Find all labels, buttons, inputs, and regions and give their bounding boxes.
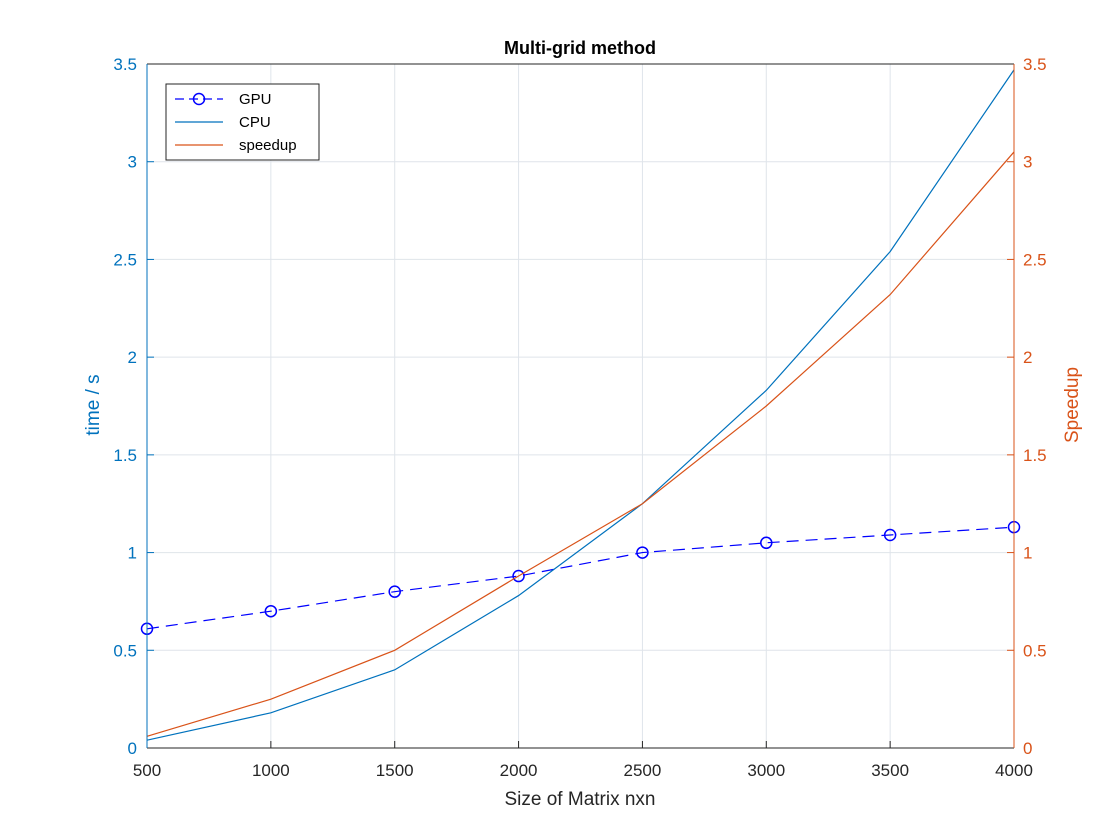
y-tick-label-right: 1 bbox=[1023, 544, 1032, 563]
data-point-gpu bbox=[512, 569, 525, 583]
y-axis-label-right: Speedup bbox=[1062, 367, 1083, 443]
y-tick-label-right: 3.5 bbox=[1023, 55, 1047, 74]
y-tick-label-left: 3 bbox=[128, 153, 137, 172]
data-point-gpu bbox=[883, 528, 897, 542]
x-tick-label: 4000 bbox=[995, 761, 1033, 780]
series-line-cpu bbox=[146, 69, 1015, 741]
x-axis-label: Size of Matrix nxn bbox=[505, 789, 656, 810]
legend-label-cpu: CPU bbox=[239, 114, 271, 131]
y-tick-label-right: 3 bbox=[1023, 153, 1032, 172]
series-line-speedup bbox=[146, 151, 1015, 737]
series-line-gpu bbox=[146, 526, 1015, 630]
y-tick-label-left: 1 bbox=[128, 544, 137, 563]
data-point-gpu bbox=[760, 536, 773, 550]
chart-title: Multi-grid method bbox=[504, 38, 656, 58]
legend-label-speedup: speedup bbox=[239, 137, 297, 154]
y-tick-label-left: 1.5 bbox=[113, 446, 137, 465]
y-tick-label-left: 0.5 bbox=[113, 641, 137, 660]
legend-marker-gpu bbox=[192, 92, 206, 106]
x-tick-label: 2500 bbox=[624, 761, 662, 780]
y-tick-label-left: 0 bbox=[128, 739, 137, 758]
y-axis-label-left: time / s bbox=[83, 374, 104, 435]
y-tick-label-right: 1.5 bbox=[1023, 446, 1047, 465]
data-point-gpu bbox=[388, 585, 401, 598]
x-tick-label: 1500 bbox=[376, 761, 414, 780]
data-point-gpu bbox=[264, 604, 278, 618]
y-tick-label-left: 2.5 bbox=[113, 250, 137, 269]
x-tick-label: 3500 bbox=[871, 761, 909, 780]
y-tick-label-right: 0 bbox=[1023, 739, 1032, 758]
x-tick-label: 2000 bbox=[500, 761, 538, 780]
grid bbox=[146, 63, 1015, 749]
y-tick-label-right: 0.5 bbox=[1023, 641, 1047, 660]
x-tick-label: 3000 bbox=[747, 761, 785, 780]
y-tick-label-left: 3.5 bbox=[113, 55, 137, 74]
legend: GPU CPU speedup bbox=[165, 83, 320, 161]
legend-label-gpu: GPU bbox=[239, 91, 272, 108]
data-point-gpu bbox=[636, 546, 649, 559]
series-layer bbox=[140, 69, 1021, 741]
y-tick-label-right: 2 bbox=[1023, 348, 1032, 367]
y-tick-label-right: 2.5 bbox=[1023, 250, 1047, 269]
x-tick-label: 500 bbox=[133, 761, 161, 780]
x-tick-label: 1000 bbox=[252, 761, 290, 780]
y-tick-label-left: 2 bbox=[128, 348, 137, 367]
axes: 500 1000 1500 2000 2500 3000 3500 4000 0 0.5 1 1.5 2… bbox=[113, 55, 1046, 780]
